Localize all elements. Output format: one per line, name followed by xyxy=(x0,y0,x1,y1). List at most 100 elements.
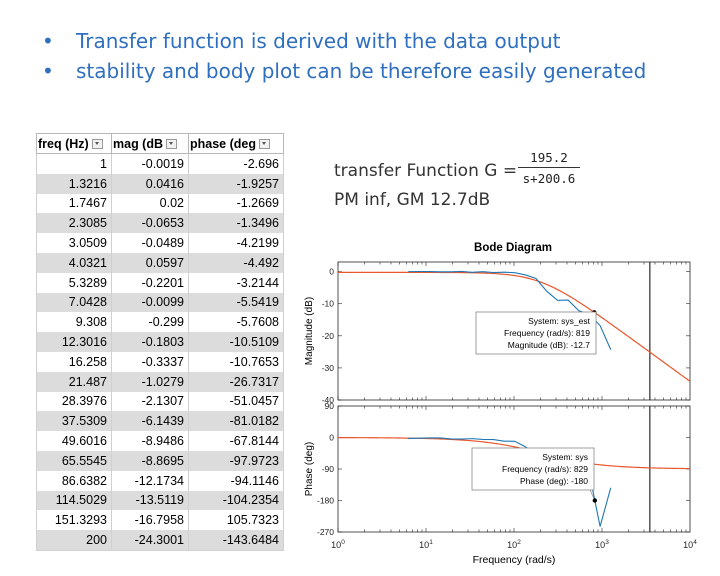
cell-mag[interactable]: 0.02 xyxy=(111,193,189,214)
svg-text:Phase (deg): -180: Phase (deg): -180 xyxy=(520,476,588,486)
cell-phase[interactable]: -1.2669 xyxy=(188,193,284,214)
cell-freq[interactable]: 65.5545 xyxy=(36,450,112,471)
cell-phase[interactable]: -4.492 xyxy=(188,252,284,273)
phase-plot: 90 0 -90 -180 -270 System: sys Frequency (ra… xyxy=(304,401,691,537)
filter-dropdown-icon[interactable] xyxy=(91,139,103,150)
column-header-phase[interactable]: phase (deg xyxy=(188,133,284,154)
tf-numerator: 195.2 xyxy=(518,150,580,168)
y-tick-label: -20 xyxy=(322,331,335,341)
cell-freq[interactable]: 12.3016 xyxy=(36,332,112,352)
cell-freq[interactable]: 49.6016 xyxy=(36,431,112,451)
cell-freq[interactable]: 2.3085 xyxy=(36,213,112,234)
cell-freq[interactable]: 114.5029 xyxy=(36,490,112,511)
cell-mag[interactable]: -6.1439 xyxy=(111,411,189,432)
filter-dropdown-icon[interactable] xyxy=(166,139,177,150)
y-tick-label: -180 xyxy=(317,496,334,506)
cell-phase[interactable]: -81.0182 xyxy=(188,411,284,432)
cell-phase[interactable]: -2.696 xyxy=(188,153,284,174)
cell-phase[interactable]: -51.0457 xyxy=(188,391,284,412)
cell-phase[interactable]: -26.7317 xyxy=(188,371,284,392)
magnitude-plot: 0 -10 -20 -30 -40 System: sys_est Frequency … xyxy=(304,261,691,405)
cell-mag[interactable]: 0.0597 xyxy=(111,252,189,273)
svg-text:Frequency (rad/s): 829: Frequency (rad/s): 829 xyxy=(502,464,588,474)
table-row: 1.7467 0.02 -1.2669 xyxy=(36,193,284,214)
magnitude-fit-line xyxy=(338,271,690,382)
magnitude-measured-line xyxy=(408,270,612,350)
cell-freq[interactable]: 86.6382 xyxy=(36,470,112,491)
filter-dropdown-icon[interactable] xyxy=(259,139,270,150)
cell-phase[interactable]: -104.2354 xyxy=(188,490,284,511)
cell-freq[interactable]: 3.0509 xyxy=(36,233,112,253)
cell-phase[interactable]: -3.2144 xyxy=(188,272,284,293)
cell-phase[interactable]: -67.8144 xyxy=(188,431,284,451)
cell-mag[interactable]: -0.0019 xyxy=(111,153,189,174)
x-tick-exponent: 2 xyxy=(517,539,521,546)
bullet-item: Transfer function is derived with the da… xyxy=(42,26,646,56)
phase-datatip[interactable]: System: sys Frequency (rad/s): 829 Phase… xyxy=(471,447,595,491)
phase-datatip-marker[interactable] xyxy=(592,498,598,503)
cell-freq[interactable]: 9.308 xyxy=(36,312,112,333)
cell-mag[interactable]: -0.299 xyxy=(111,312,189,333)
cell-freq[interactable]: 151.3293 xyxy=(36,510,112,531)
x-tick-exponent: 4 xyxy=(693,539,697,546)
cell-freq[interactable]: 21.487 xyxy=(36,371,112,392)
column-header-freq[interactable]: freq (Hz) xyxy=(36,133,112,154)
magnitude-datatip[interactable]: System: sys_est Frequency (rad/s): 819 M… xyxy=(475,311,597,355)
cell-freq[interactable]: 4.0321 xyxy=(36,252,112,273)
cell-mag[interactable]: -0.3337 xyxy=(111,351,189,372)
cell-mag[interactable]: 0.0416 xyxy=(111,173,189,194)
table-row: 12.3016 -0.1803 -10.5109 xyxy=(36,332,284,352)
cell-phase[interactable]: -4.2199 xyxy=(188,233,284,253)
cell-phase[interactable]: -1.9257 xyxy=(188,173,284,194)
cell-freq[interactable]: 7.0428 xyxy=(36,292,112,313)
cell-mag[interactable]: -0.2201 xyxy=(111,272,189,293)
cell-mag[interactable]: -12.1734 xyxy=(111,470,189,491)
x-axis-ticks: 100 101 102 103 104 xyxy=(331,539,697,550)
cell-phase[interactable]: -5.7608 xyxy=(188,312,284,333)
cell-freq[interactable]: 5.3289 xyxy=(36,272,112,293)
bode-diagram: Bode Diagram 0 -10 -20 -30 -40 System: sys_e… xyxy=(304,242,697,566)
cell-mag[interactable]: -8.8695 xyxy=(111,450,189,471)
frequency-response-table: freq (Hz) mag (dB phase (deg 1 -0.0019 -2.… xyxy=(36,133,284,551)
cell-phase[interactable]: -143.6484 xyxy=(188,530,284,551)
y-tick-label: -270 xyxy=(317,527,334,537)
cell-phase[interactable]: -5.5419 xyxy=(188,292,284,313)
cell-freq[interactable]: 200 xyxy=(36,530,112,551)
bullet-list: Transfer function is derived with the da… xyxy=(42,26,646,86)
cell-phase[interactable]: -94.1146 xyxy=(188,470,284,491)
y-tick-label: 90 xyxy=(325,401,335,411)
cell-freq[interactable]: 28.3976 xyxy=(36,391,112,412)
cell-mag[interactable]: -13.5119 xyxy=(111,490,189,511)
table-row: 114.5029 -13.5119 -104.2354 xyxy=(36,490,284,511)
cell-mag[interactable]: -16.7958 xyxy=(111,510,189,531)
transfer-function-label: transfer Function G = xyxy=(334,161,518,181)
cell-freq[interactable]: 37.5309 xyxy=(36,411,112,432)
column-header-mag[interactable]: mag (dB xyxy=(111,133,189,154)
y-tick-label: -30 xyxy=(322,363,335,373)
cell-mag[interactable]: -0.0099 xyxy=(111,292,189,313)
cell-phase[interactable]: 105.7323 xyxy=(188,510,284,531)
cell-mag[interactable]: -8.9486 xyxy=(111,431,189,451)
cell-freq[interactable]: 16.258 xyxy=(36,351,112,372)
cell-phase[interactable]: -10.5109 xyxy=(188,332,284,352)
cell-freq[interactable]: 1.7467 xyxy=(36,193,112,214)
x-tick-exponent: 1 xyxy=(429,539,433,546)
magnitude-ylabel: Magnitude (dB) xyxy=(304,297,315,365)
cell-mag[interactable]: -2.1307 xyxy=(111,391,189,412)
cell-mag[interactable]: -0.0489 xyxy=(111,233,189,253)
cell-mag[interactable]: -0.1803 xyxy=(111,332,189,352)
cell-freq[interactable]: 1.3216 xyxy=(36,173,112,194)
cell-phase[interactable]: -97.9723 xyxy=(188,450,284,471)
cell-phase[interactable]: -10.7653 xyxy=(188,351,284,372)
cell-mag[interactable]: -0.0653 xyxy=(111,213,189,234)
cell-freq[interactable]: 1 xyxy=(36,153,112,174)
cell-mag[interactable]: -1.0279 xyxy=(111,371,189,392)
phase-ylabel: Phase (deg) xyxy=(304,442,315,496)
table-row: 49.6016 -8.9486 -67.8144 xyxy=(36,431,284,451)
cell-mag[interactable]: -24.3001 xyxy=(111,530,189,551)
cell-phase[interactable]: -1.3496 xyxy=(188,213,284,234)
y-tick-label: -10 xyxy=(322,299,335,309)
stability-margins: PM inf, GM 12.7dB xyxy=(334,190,491,210)
y-tick-label: 0 xyxy=(329,267,334,277)
chart-title: Bode Diagram xyxy=(474,242,552,254)
